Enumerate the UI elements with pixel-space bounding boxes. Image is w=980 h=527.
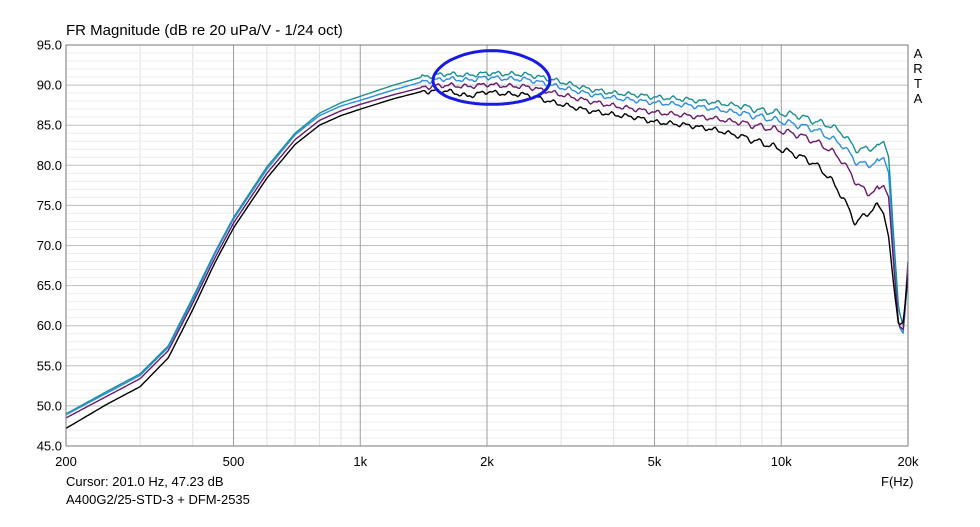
x-tick-label: 500 [223, 454, 245, 469]
plot-frame [65, 44, 909, 447]
x-axis-unit-label: F(Hz) [881, 474, 914, 489]
y-tick-label: 55.0 [37, 358, 62, 373]
series-layer [65, 70, 909, 429]
response-curve [65, 82, 909, 419]
x-tick-label: 1k [353, 454, 367, 469]
y-axis-ticks: 95.0 90.0 85.0 80.0 75.0 70.0 65.0 60.0 55.0 50.0… [37, 38, 62, 454]
x-tick-label: 10k [771, 454, 792, 469]
annotation-ellipse [431, 49, 552, 106]
x-tick-label: 5k [648, 454, 662, 469]
response-curve [65, 70, 909, 415]
y-tick-label: 90.0 [37, 78, 62, 93]
x-axis-ticks: 200 500 1k 2k 5k 10k 20k [55, 454, 919, 469]
y-tick-label: 45.0 [37, 439, 62, 454]
x-tick-label: 20k [898, 454, 919, 469]
response-curve [65, 75, 909, 416]
x-tick-label: 200 [55, 454, 77, 469]
y-tick-label: 80.0 [37, 158, 62, 173]
response-curve [65, 88, 909, 429]
annotation-layer [431, 49, 552, 106]
y-tick-label: 95.0 [37, 38, 62, 53]
y-tick-label: 75.0 [37, 198, 62, 213]
y-tick-label: 65.0 [37, 278, 62, 293]
measurement-label: A400G2/25-STD-3 + DFM-2535 [66, 492, 250, 507]
y-tick-label: 50.0 [37, 398, 62, 413]
x-tick-label: 2k [480, 454, 494, 469]
y-tick-label: 60.0 [37, 318, 62, 333]
chart-title: FR Magnitude (dB re 20 uPa/V - 1/24 oct) [66, 22, 343, 39]
cursor-readout: Cursor: 201.0 Hz, 47.23 dB [66, 474, 224, 489]
arta-brand-label: ARTA [913, 46, 923, 106]
y-tick-label: 85.0 [37, 118, 62, 133]
y-tick-label: 70.0 [37, 238, 62, 253]
